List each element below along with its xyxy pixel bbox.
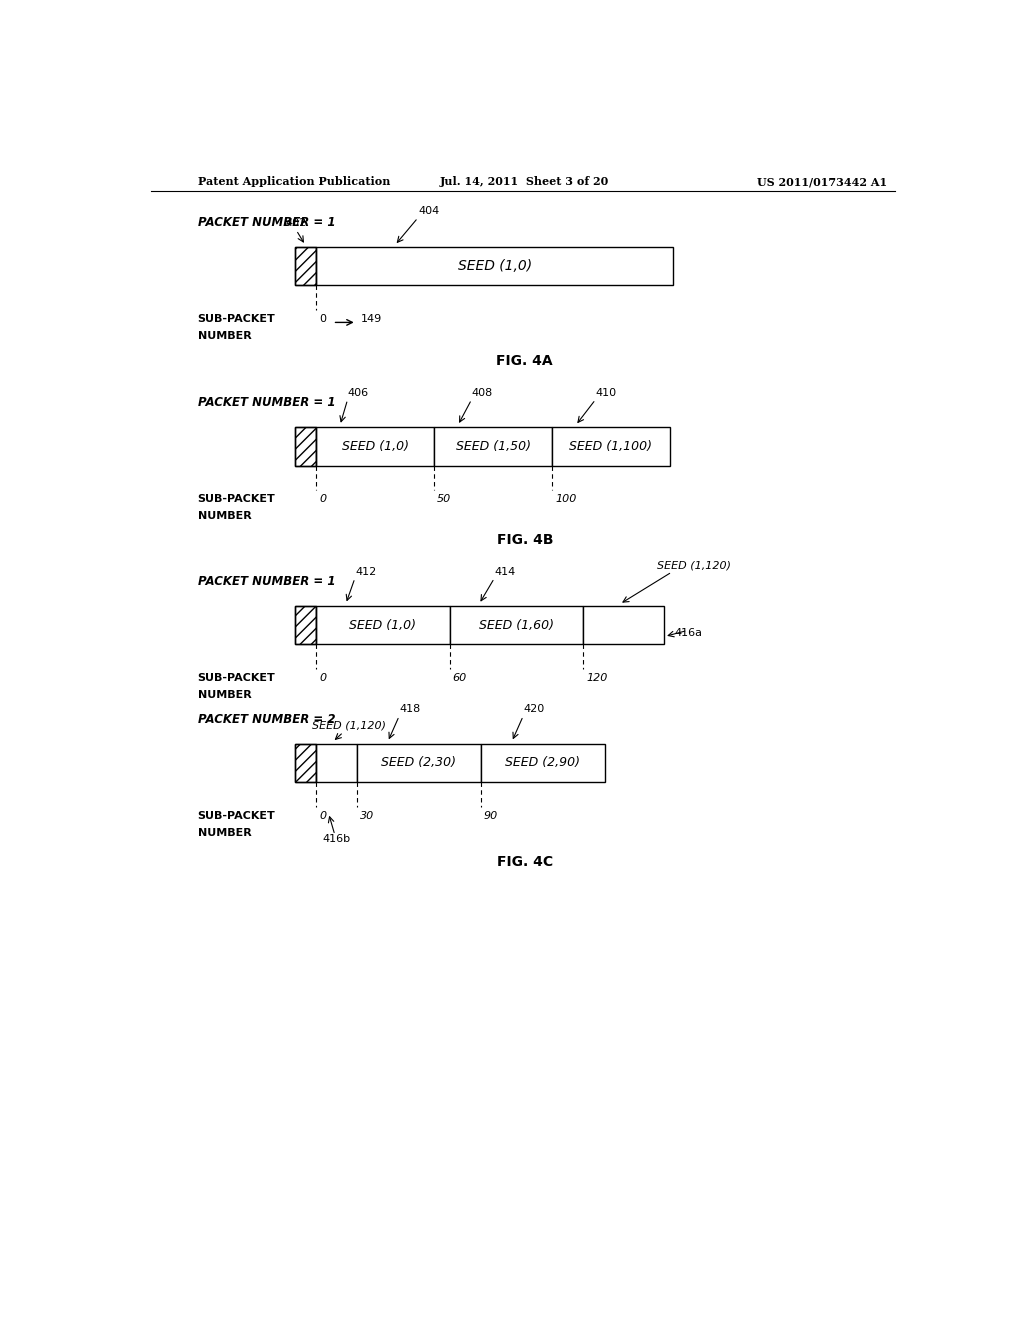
Bar [295, 428, 316, 466]
Text: 100: 100 [555, 494, 577, 504]
Text: 414: 414 [495, 566, 516, 577]
Text: 402: 402 [286, 219, 307, 228]
Text: 408: 408 [472, 388, 493, 397]
Text: SEED (1,100): SEED (1,100) [569, 440, 652, 453]
Text: 120: 120 [586, 673, 607, 682]
Bar [316, 428, 434, 466]
Bar [583, 606, 665, 644]
Text: 420: 420 [523, 705, 545, 714]
Bar [295, 247, 316, 285]
Bar [450, 606, 583, 644]
Text: 50: 50 [437, 494, 452, 504]
Text: 0: 0 [319, 494, 327, 504]
Text: SEED (2,30): SEED (2,30) [381, 756, 456, 770]
Text: SUB-PACKET: SUB-PACKET [198, 810, 275, 821]
Text: Patent Application Publication: Patent Application Publication [198, 176, 390, 187]
Bar [316, 247, 673, 285]
Text: SEED (1,0): SEED (1,0) [342, 440, 409, 453]
Text: US 2011/0173442 A1: US 2011/0173442 A1 [758, 176, 888, 187]
Text: SEED (2,90): SEED (2,90) [505, 756, 581, 770]
Text: 412: 412 [355, 566, 376, 577]
Text: 416b: 416b [323, 834, 350, 843]
Text: SEED (1,0): SEED (1,0) [458, 259, 531, 273]
Text: SUB-PACKET: SUB-PACKET [198, 673, 275, 682]
Bar [295, 247, 316, 285]
Bar [295, 606, 316, 644]
Bar [434, 428, 552, 466]
Text: SEED (1,60): SEED (1,60) [479, 619, 554, 631]
Text: Jul. 14, 2011  Sheet 3 of 20: Jul. 14, 2011 Sheet 3 of 20 [440, 176, 609, 187]
Text: 0: 0 [319, 673, 327, 682]
Text: 404: 404 [418, 206, 439, 216]
Text: 60: 60 [453, 673, 467, 682]
Text: 30: 30 [359, 810, 374, 821]
Text: 0: 0 [319, 810, 327, 821]
Bar [295, 428, 316, 466]
Bar [316, 743, 356, 783]
Bar [295, 606, 316, 644]
Bar [356, 743, 480, 783]
Text: PACKET NUMBER = 1: PACKET NUMBER = 1 [198, 396, 335, 409]
Text: NUMBER: NUMBER [198, 331, 252, 341]
Text: 90: 90 [483, 810, 498, 821]
Text: PACKET NUMBER = 1: PACKET NUMBER = 1 [198, 216, 335, 230]
Text: SEED (1,120): SEED (1,120) [656, 561, 730, 570]
Text: SEED (1,50): SEED (1,50) [456, 440, 530, 453]
Text: SUB-PACKET: SUB-PACKET [198, 494, 275, 504]
Text: NUMBER: NUMBER [198, 690, 252, 700]
Text: 418: 418 [399, 705, 421, 714]
Text: 406: 406 [347, 388, 369, 397]
Bar [480, 743, 604, 783]
Text: SEED (1,120): SEED (1,120) [312, 721, 386, 730]
Bar [552, 428, 670, 466]
Text: FIG. 4B: FIG. 4B [497, 533, 553, 546]
Bar [295, 743, 316, 783]
Text: NUMBER: NUMBER [198, 511, 252, 521]
Text: SEED (1,0): SEED (1,0) [349, 619, 417, 631]
Bar [316, 606, 450, 644]
Text: PACKET NUMBER = 2: PACKET NUMBER = 2 [198, 713, 335, 726]
Text: 416a: 416a [675, 628, 702, 638]
Text: FIG. 4A: FIG. 4A [497, 354, 553, 368]
Text: FIG. 4C: FIG. 4C [497, 855, 553, 870]
Text: NUMBER: NUMBER [198, 828, 252, 837]
Text: 410: 410 [596, 388, 616, 397]
Text: SUB-PACKET: SUB-PACKET [198, 314, 275, 323]
Text: 149: 149 [361, 314, 383, 323]
Bar [295, 743, 316, 783]
Text: 0: 0 [319, 314, 327, 323]
Text: PACKET NUMBER = 1: PACKET NUMBER = 1 [198, 576, 335, 587]
